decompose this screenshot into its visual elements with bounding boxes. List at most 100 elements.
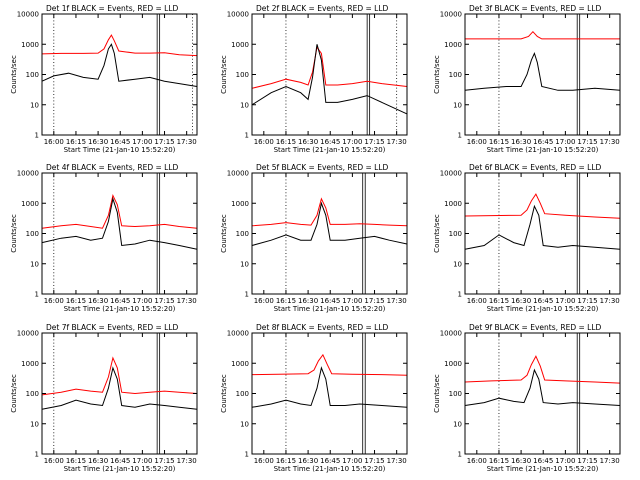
chart-title: Det 8f BLACK = Events, RED = LLD <box>256 323 389 332</box>
x-tick-label: 17:15 <box>364 297 384 305</box>
x-tick-label: 16:00 <box>467 457 487 465</box>
y-axis-label: Counts/sec <box>10 55 18 94</box>
y-tick-label: 1000 <box>231 200 249 208</box>
series-line-events <box>41 43 198 87</box>
x-tick-label: 16:30 <box>511 138 531 146</box>
y-tick-label: 1 <box>458 132 462 140</box>
x-axis-label: Start Time (21-Jan-10 15:52:20) <box>487 146 599 154</box>
x-tick-label: 17:00 <box>342 138 362 146</box>
x-tick-label: 16:30 <box>511 457 531 465</box>
y-tick-label: 10 <box>240 260 249 268</box>
plot-frame <box>464 172 621 295</box>
series-line-events <box>41 196 198 250</box>
y-tick-label: 1 <box>245 451 249 459</box>
x-tick-label: 16:15 <box>489 138 509 146</box>
x-tick-label: 16:15 <box>276 138 296 146</box>
series-line-events <box>251 366 408 408</box>
y-tick-label: 1000 <box>21 360 39 368</box>
chart-title: Det 9f BLACK = Events, RED = LLD <box>469 323 602 332</box>
x-tick-label: 17:30 <box>600 457 620 465</box>
x-tick-label: 17:30 <box>600 138 620 146</box>
y-tick-label: 10000 <box>440 330 462 338</box>
x-tick-label: 16:00 <box>44 138 64 146</box>
x-tick-label: 16:15 <box>66 457 86 465</box>
y-tick-label: 1 <box>35 291 39 299</box>
x-tick-label: 16:00 <box>467 138 487 146</box>
x-tick-label: 16:15 <box>276 457 296 465</box>
y-tick-label: 100 <box>236 71 249 79</box>
x-tick-label: 16:15 <box>276 297 296 305</box>
x-tick-label: 16:45 <box>533 138 553 146</box>
x-axis-label: Start Time (21-Jan-10 15:52:20) <box>274 465 386 473</box>
x-tick-label: 17:30 <box>387 138 407 146</box>
y-tick-label: 1 <box>245 132 249 140</box>
x-tick-label: 17:15 <box>577 138 597 146</box>
series-line-events <box>251 44 408 115</box>
y-tick-label: 1 <box>35 451 39 459</box>
series-line-lld <box>251 353 408 376</box>
y-tick-label: 10000 <box>440 11 462 19</box>
y-tick-label: 100 <box>449 230 462 238</box>
y-axis-label: Counts/sec <box>10 374 18 413</box>
chart-panel-5: 1 10 100 1000 10000 16:00 16:15 16:30 16:45 17:00… <box>220 163 408 313</box>
plot-frame <box>41 172 198 295</box>
x-tick-label: 17:30 <box>387 297 407 305</box>
chart-title: Det 1f BLACK = Events, RED = LLD <box>46 4 179 13</box>
y-axis-label: Counts/sec <box>220 374 228 413</box>
y-tick-label: 10000 <box>17 330 39 338</box>
x-tick-label: 17:15 <box>154 297 174 305</box>
y-tick-label: 10000 <box>17 170 39 178</box>
y-axis-label: Counts/sec <box>220 55 228 94</box>
x-tick-label: 16:00 <box>254 138 274 146</box>
y-tick-label: 10 <box>453 420 462 428</box>
y-tick-label: 100 <box>449 390 462 398</box>
y-tick-label: 10 <box>30 420 39 428</box>
x-axis-label: Start Time (21-Jan-10 15:52:20) <box>64 465 176 473</box>
plot-frame <box>464 13 621 136</box>
x-tick-label: 17:00 <box>132 138 152 146</box>
x-axis-label: Start Time (21-Jan-10 15:52:20) <box>487 465 599 473</box>
x-tick-label: 17:30 <box>387 457 407 465</box>
x-tick-label: 17:15 <box>364 457 384 465</box>
x-tick-label: 16:30 <box>88 457 108 465</box>
y-tick-label: 1 <box>245 291 249 299</box>
x-tick-label: 17:15 <box>154 457 174 465</box>
x-axis-label: Start Time (21-Jan-10 15:52:20) <box>64 305 176 313</box>
y-tick-label: 1000 <box>444 360 462 368</box>
x-tick-label: 17:00 <box>555 138 575 146</box>
x-tick-label: 17:15 <box>154 138 174 146</box>
x-axis-label: Start Time (21-Jan-10 15:52:20) <box>487 305 599 313</box>
series-line-lld <box>251 45 408 89</box>
series-line-lld <box>465 30 620 40</box>
series-line-lld <box>251 197 408 227</box>
x-tick-label: 16:15 <box>66 297 86 305</box>
y-tick-label: 10 <box>30 260 39 268</box>
y-tick-label: 10000 <box>227 170 249 178</box>
x-axis-label: Start Time (21-Jan-10 15:52:20) <box>274 146 386 154</box>
x-tick-label: 17:15 <box>577 297 597 305</box>
series-line-lld <box>41 34 198 57</box>
x-tick-label: 16:45 <box>110 138 130 146</box>
x-tick-label: 16:15 <box>489 457 509 465</box>
x-tick-label: 17:00 <box>342 457 362 465</box>
x-tick-label: 16:45 <box>320 457 340 465</box>
x-tick-label: 16:45 <box>533 297 553 305</box>
y-tick-label: 100 <box>236 390 249 398</box>
x-tick-label: 16:00 <box>254 297 274 305</box>
y-tick-label: 10000 <box>440 170 462 178</box>
y-tick-label: 100 <box>26 390 39 398</box>
y-tick-label: 1000 <box>231 360 249 368</box>
chart-panel-2: 1 10 100 1000 10000 16:00 16:15 16:30 16:45 17:00… <box>220 4 408 154</box>
x-tick-label: 16:15 <box>489 297 509 305</box>
series-line-events <box>251 201 408 246</box>
y-tick-label: 100 <box>26 71 39 79</box>
series-line-lld <box>464 355 621 384</box>
chart-title: Det 6f BLACK = Events, RED = LLD <box>469 163 602 172</box>
x-tick-label: 16:15 <box>66 138 86 146</box>
chart-title: Det 3f BLACK = Events, RED = LLD <box>469 4 602 13</box>
chart-panel-3: 1 10 100 1000 10000 16:00 16:15 16:30 16:45 17:00… <box>433 4 621 154</box>
x-tick-label: 16:00 <box>44 457 64 465</box>
y-tick-label: 10000 <box>227 11 249 19</box>
x-tick-label: 16:00 <box>467 297 487 305</box>
